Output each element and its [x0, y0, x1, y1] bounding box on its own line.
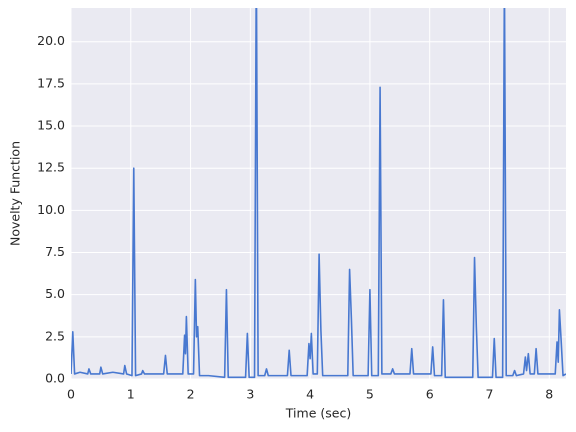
x-tick-label: 2 [187, 387, 195, 402]
y-tick-label: 2.5 [45, 328, 65, 343]
y-tick-label: 0.0 [45, 371, 65, 386]
line-series [71, 8, 566, 379]
y-tick-label: 17.5 [37, 75, 65, 90]
y-tick-label: 10.0 [37, 202, 65, 217]
x-tick-label: 3 [246, 387, 254, 402]
x-tick-label: 7 [486, 387, 494, 402]
y-tick-label: 7.5 [45, 244, 65, 259]
x-tick-label: 1 [127, 387, 135, 402]
x-tick-label: 8 [545, 387, 553, 402]
y-tick-label: 15.0 [37, 118, 65, 133]
x-axis-label: Time (sec) [285, 406, 351, 421]
y-tick-label: 20.0 [37, 33, 65, 48]
y-tick-label: 12.5 [37, 160, 65, 175]
x-tick-label: 4 [306, 387, 314, 402]
x-tick-label: 5 [366, 387, 374, 402]
y-tick-label: 5.0 [45, 286, 65, 301]
x-tick-label: 0 [67, 387, 75, 402]
y-axis-label: Novelty Function [8, 141, 23, 246]
x-tick-label: 6 [426, 387, 434, 402]
